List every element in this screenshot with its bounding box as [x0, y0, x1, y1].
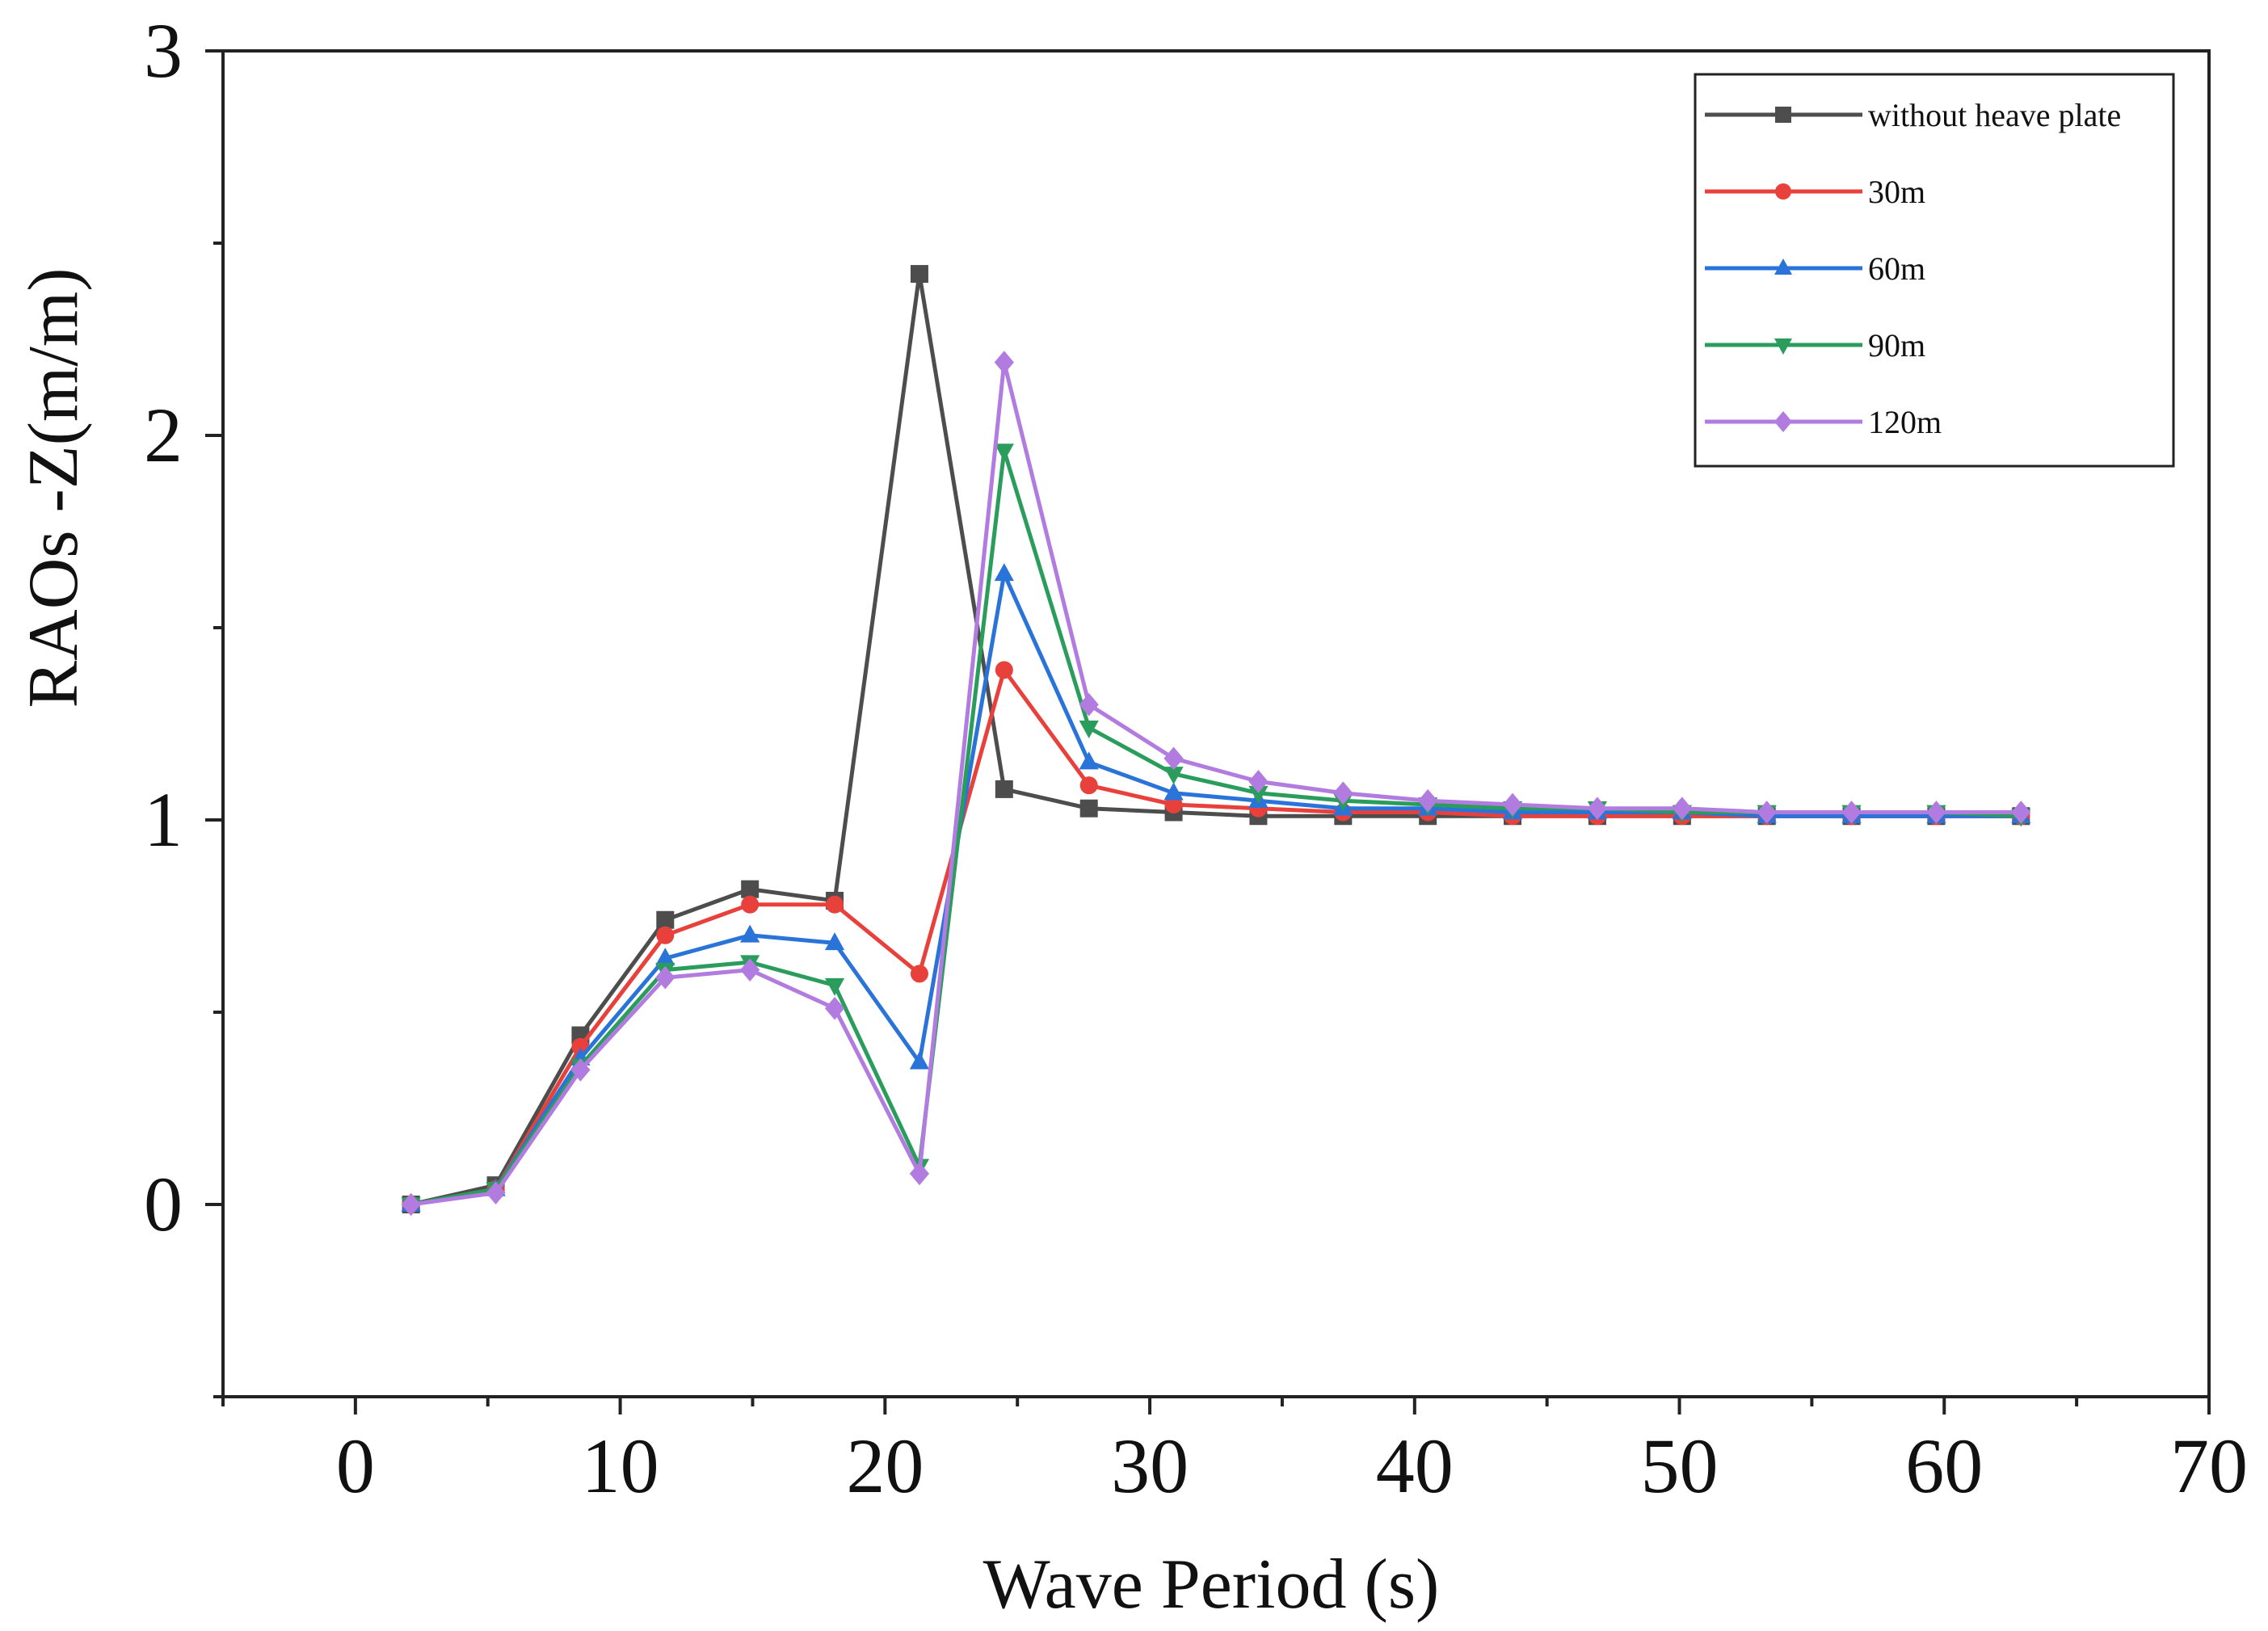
x-axis-title: Wave Period (s): [983, 1545, 1440, 1624]
series-line: [410, 360, 2022, 1207]
data-point: [826, 895, 844, 914]
data-point: [655, 948, 675, 966]
legend-marker: [1775, 107, 1791, 123]
y-tick-label: 0: [144, 1161, 183, 1247]
data-point: [824, 977, 845, 996]
data-point: [995, 661, 1013, 679]
data-point: [740, 958, 760, 982]
legend-marker: [1774, 259, 1792, 275]
plot-frame: [221, 49, 2211, 1398]
legend-label: 60m: [1868, 250, 1925, 287]
data-point: [910, 265, 928, 284]
plot-border: [221, 49, 2211, 1398]
data-point: [1841, 801, 1862, 824]
legend-marker: [1775, 183, 1791, 200]
data-point: [656, 910, 675, 929]
y-tick-label: 1: [144, 776, 183, 863]
data-point: [741, 880, 760, 898]
data-point: [824, 932, 845, 951]
data-point: [1163, 746, 1184, 771]
data-point: [909, 1051, 930, 1070]
legend-entry: 120m: [1705, 404, 1942, 440]
data-point: [1163, 767, 1184, 785]
data-point: [1079, 799, 1098, 818]
data-point: [994, 443, 1014, 462]
y-tick-label: 2: [144, 392, 183, 478]
series-90m: [401, 443, 2031, 1216]
data-point: [910, 965, 928, 983]
x-tick-label: 0: [336, 1423, 375, 1509]
x-tick-label: 40: [1376, 1423, 1454, 1509]
data-point: [1248, 785, 1269, 804]
data-point: [994, 563, 1014, 582]
legend-entry: 90m: [1705, 327, 1925, 364]
legend-marker: [1774, 338, 1792, 355]
data-point: [1587, 797, 1608, 821]
legend-entry: without heave plate: [1705, 97, 2121, 133]
x-tick-label: 70: [2170, 1423, 2248, 1509]
data-point: [995, 780, 1013, 798]
data-point: [1502, 792, 1523, 817]
data-point: [655, 965, 675, 990]
data-point: [1757, 801, 1777, 824]
x-axis-ticks: 0 10 20 30 40 50 60 70: [221, 1397, 2248, 1509]
data-point: [1333, 781, 1353, 805]
data-point: [1079, 692, 1099, 717]
legend-label: 30m: [1868, 174, 1925, 210]
data-point: [1248, 770, 1269, 793]
data-point: [2011, 801, 2031, 824]
data-point: [486, 1181, 506, 1205]
series-120m: [401, 351, 2031, 1217]
data-point: [1079, 776, 1098, 795]
data-point: [740, 924, 760, 943]
legend-marker: [1774, 411, 1792, 432]
data-point: [570, 1058, 591, 1082]
legend: without heave plate 30m 60m 90m 120m: [1694, 73, 2175, 468]
series-line: [410, 571, 2022, 1207]
data-point: [824, 996, 845, 1020]
data-point: [656, 926, 675, 944]
data-point: [1079, 751, 1099, 770]
y-tick-label: 3: [144, 7, 183, 94]
data-point: [994, 351, 1014, 374]
x-tick-label: 60: [1905, 1423, 1983, 1509]
data-point: [909, 1162, 930, 1186]
series-layer: [401, 265, 2031, 1217]
x-tick-label: 10: [582, 1423, 659, 1509]
data-point: [1079, 720, 1099, 738]
legend-label: without heave plate: [1868, 97, 2121, 133]
legend-entry: 30m: [1705, 174, 1925, 210]
series-60m: [401, 563, 2031, 1212]
x-tick-label: 20: [846, 1423, 924, 1509]
y-axis-title: RAOs -Z(m/m): [15, 267, 93, 708]
legend-label: 120m: [1868, 404, 1942, 440]
x-tick-label: 30: [1111, 1423, 1189, 1509]
data-point: [1926, 801, 1946, 824]
x-tick-label: 50: [1641, 1423, 1719, 1509]
y-axis-ticks: 0 1 2 3: [144, 7, 223, 1398]
data-point: [1163, 782, 1184, 801]
series-30m: [402, 661, 2030, 1213]
legend-label: 90m: [1868, 327, 1925, 364]
data-point: [1672, 797, 1692, 821]
data-point: [741, 895, 760, 914]
data-point: [1418, 788, 1438, 813]
series-line: [410, 448, 2022, 1207]
data-point: [401, 1192, 421, 1217]
legend-entry: 60m: [1705, 250, 1925, 287]
